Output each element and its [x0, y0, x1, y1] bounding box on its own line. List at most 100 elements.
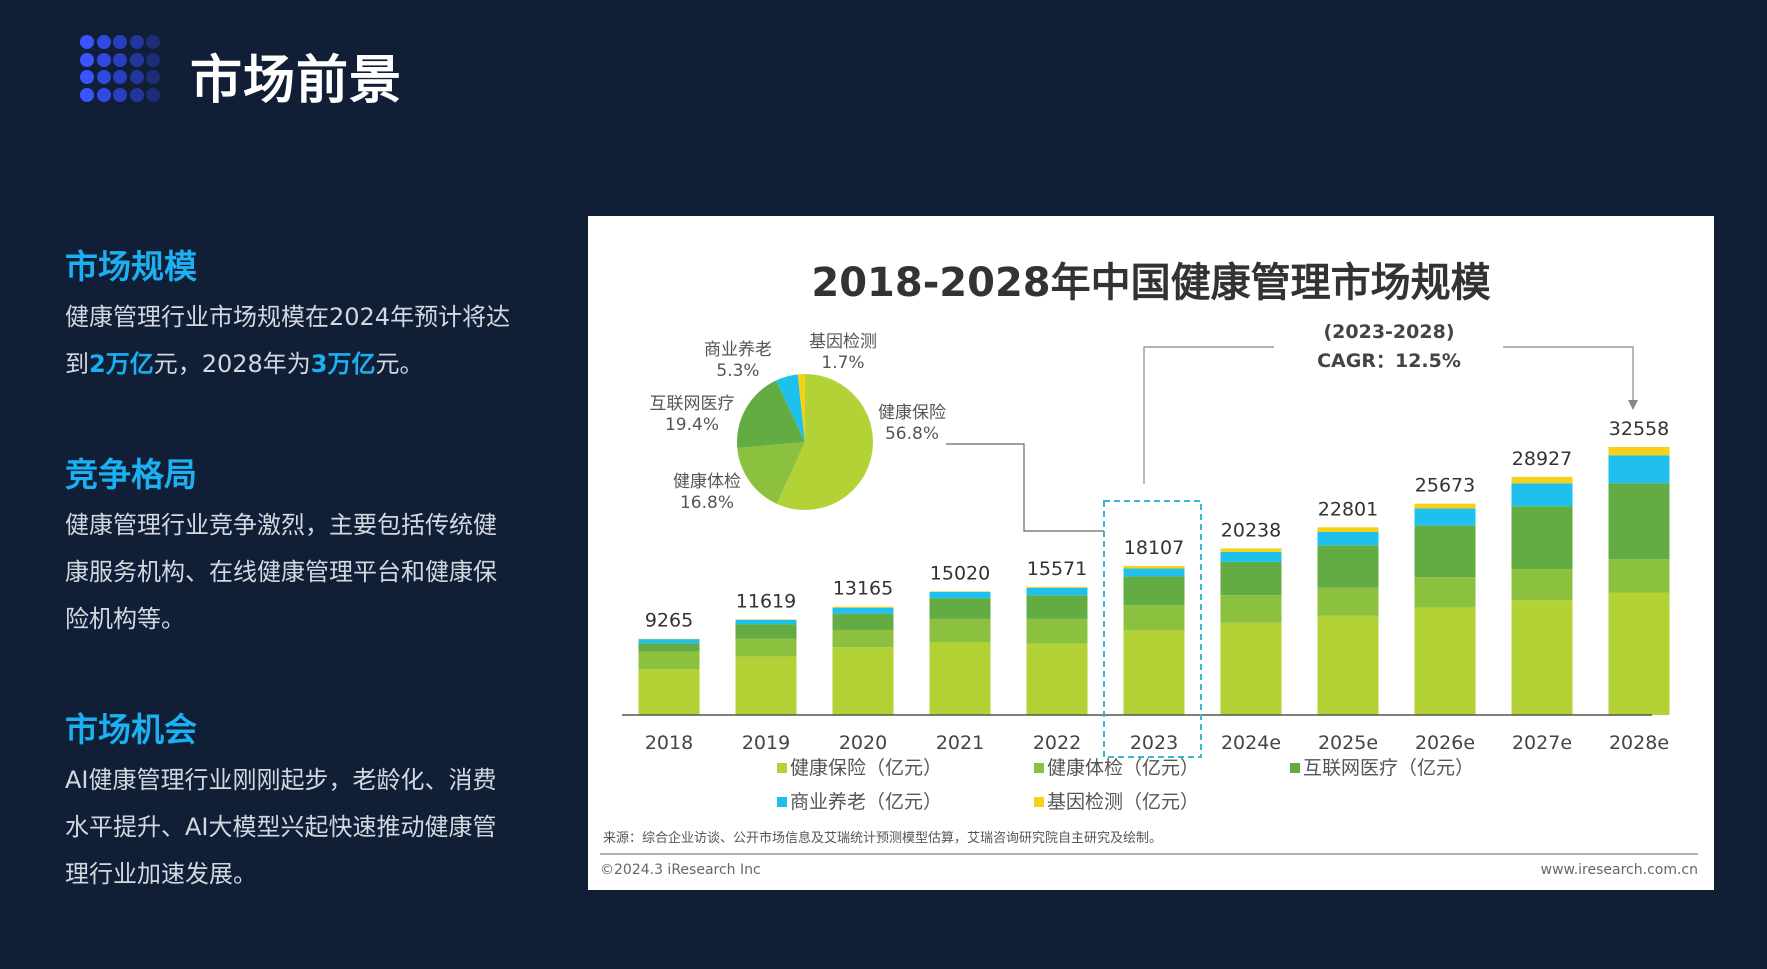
- bar-total-label: 15020: [930, 562, 990, 584]
- bar-segment-2022-4: [1026, 586, 1088, 588]
- bar-total-label: 15571: [1027, 558, 1087, 580]
- bar-segment-2026e-0: [1414, 607, 1476, 715]
- bar-segment-2027e-2: [1511, 506, 1573, 570]
- dot: [80, 87, 94, 102]
- cagr-connector-right: [1503, 346, 1634, 402]
- bar-segment-2026e-3: [1414, 508, 1476, 526]
- pie-label-value: 19.4%: [665, 415, 719, 435]
- dot: [129, 87, 144, 102]
- bar-segment-2020-0: [832, 647, 894, 715]
- section-heading: 市场规模: [65, 247, 197, 286]
- bar-segment-2020-2: [832, 613, 894, 630]
- arrow-down-icon: [1628, 400, 1638, 410]
- pie-slice-4: [797, 374, 805, 442]
- text-part: 元，2028年为: [153, 350, 311, 378]
- dot: [146, 52, 160, 67]
- decorative-dots-icon: [80, 35, 160, 103]
- section-text: 健康管理行业竞争激烈，主要包括传统健康服务机构、在线健康管理平台和健康保险机构等…: [65, 511, 497, 633]
- cagr-period: (2023-2028): [1323, 321, 1454, 343]
- bar-segment-2025e-1: [1317, 587, 1379, 616]
- bar-total-label: 22801: [1318, 498, 1378, 520]
- bar-segment-2018-0: [638, 669, 700, 715]
- x-tick-label: 2023: [1130, 732, 1178, 754]
- bar-segment-2020-3: [832, 607, 894, 614]
- bar-total-label: 25673: [1415, 475, 1475, 497]
- pie-label-name: 互联网医疗: [650, 394, 735, 414]
- x-tick-label: 2027e: [1512, 732, 1572, 754]
- bar-segment-2028e-2: [1608, 483, 1670, 560]
- bar-segment-2025e-2: [1317, 545, 1379, 588]
- x-tick-label: 2022: [1033, 732, 1081, 754]
- pie-label-value: 56.8%: [885, 424, 939, 444]
- bar-segment-2026e-4: [1414, 503, 1476, 509]
- legend-label: 商业养老（亿元）: [790, 791, 942, 813]
- legend-swatch: [777, 763, 787, 773]
- bar-segment-2024e-2: [1220, 561, 1282, 596]
- dot: [146, 87, 160, 102]
- chart-panel: 2018-2028年中国健康管理市场规模 9265 2018 11619 2019 131…: [588, 216, 1714, 890]
- dot: [80, 35, 94, 49]
- x-tick-label: 2024e: [1221, 732, 1281, 754]
- section-heading: 竞争格局: [65, 455, 197, 494]
- section-market-size: 市场规模 健康管理行业市场规模在2024年预计将达到2万亿元，2028年为3万亿…: [65, 240, 515, 388]
- dot: [96, 52, 111, 67]
- bar-segment-2027e-3: [1511, 483, 1573, 507]
- bar-total-label: 11619: [736, 590, 796, 612]
- bar-segment-2024e-4: [1220, 548, 1282, 552]
- pie-slice-3: [776, 374, 805, 442]
- bar-segment-2019-1: [735, 638, 797, 657]
- market-size-chart: 2018-2028年中国健康管理市场规模 9265 2018 11619 2019 131…: [600, 260, 1698, 878]
- bar-segment-2023-3: [1123, 568, 1185, 577]
- bar-segment-2028e-1: [1608, 559, 1670, 593]
- legend-swatch: [777, 797, 787, 807]
- x-tick-label: 2020: [839, 732, 887, 754]
- bar-segment-2022-0: [1026, 643, 1088, 715]
- bar-total-label: 13165: [833, 578, 893, 600]
- legend-label: 互联网医疗（亿元）: [1303, 757, 1474, 779]
- dot: [96, 35, 111, 49]
- text-part: 元。: [375, 350, 424, 378]
- section-competition: 竞争格局 健康管理行业竞争激烈，主要包括传统健康服务机构、在线健康管理平台和健康…: [65, 448, 515, 643]
- bar-segment-2027e-4: [1511, 476, 1573, 484]
- pie-label-name: 商业养老: [704, 340, 772, 360]
- bar-segment-2022-1: [1026, 618, 1088, 644]
- bar-total-label: 32558: [1609, 418, 1669, 440]
- bar-segment-2020-1: [832, 629, 894, 648]
- cagr-value: CAGR：12.5%: [1317, 350, 1461, 372]
- x-tick-label: 2021: [936, 732, 984, 754]
- dot: [80, 70, 94, 84]
- bar-segment-2024e-1: [1220, 595, 1282, 623]
- section-text: 健康管理行业市场规模在2024年预计将达到2万亿元，2028年为3万亿元。: [65, 294, 515, 388]
- dot: [129, 70, 144, 84]
- bar-segment-2028e-0: [1608, 592, 1670, 715]
- bar-segment-2021-0: [929, 642, 991, 715]
- dot: [80, 52, 94, 67]
- bar-segment-2021-3: [929, 591, 991, 599]
- pie-label-name: 基因检测: [809, 332, 877, 352]
- bar-segment-2021-2: [929, 598, 991, 619]
- legend-swatch: [1034, 763, 1044, 773]
- bar-total-label: 28927: [1512, 448, 1572, 470]
- x-tick-label: 2025e: [1318, 732, 1378, 754]
- x-tick-label: 2026e: [1415, 732, 1475, 754]
- source-note: 来源：综合企业访谈、公开市场信息及艾瑞统计预测模型估算，艾瑞咨询研究院自主研究及…: [603, 830, 1162, 846]
- bar-segment-2025e-3: [1317, 531, 1379, 546]
- dot: [113, 70, 127, 84]
- bar-segment-2028e-4: [1608, 447, 1670, 456]
- dot: [146, 70, 160, 84]
- pie-slice-0: [776, 374, 873, 510]
- x-tick-label: 2028e: [1609, 732, 1669, 754]
- pie-label-name: 健康保险: [878, 403, 946, 423]
- bar-segment-2025e-0: [1317, 615, 1379, 715]
- website: www.iresearch.com.cn: [1541, 862, 1698, 878]
- bar-segment-2023-2: [1123, 576, 1185, 606]
- pie-slice-1: [737, 442, 805, 504]
- bar-segment-2027e-1: [1511, 569, 1573, 601]
- dot: [129, 52, 144, 67]
- bar-segment-2024e-0: [1220, 622, 1282, 715]
- dot: [146, 35, 160, 49]
- bar-segment-2023-1: [1123, 605, 1185, 631]
- pie-label-value: 1.7%: [821, 353, 864, 373]
- highlight-value: 2万亿: [89, 350, 154, 378]
- page-title: 市场前景: [190, 51, 403, 111]
